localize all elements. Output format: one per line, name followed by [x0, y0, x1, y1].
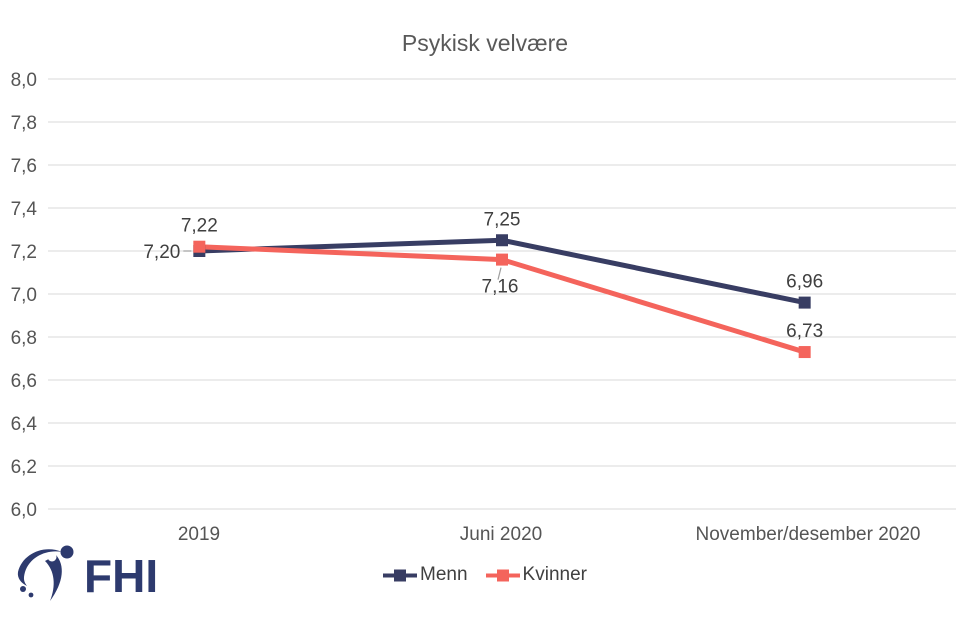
data-label-menn-2: 6,96: [786, 272, 823, 293]
x-axis-label-november-desember-2020: November/desember 2020: [695, 524, 921, 545]
label-leader-line: [497, 267, 502, 280]
legend: Menn Kvinner: [0, 564, 970, 586]
data-label-menn-0: 7,20: [143, 242, 180, 263]
legend-label: Kvinner: [522, 564, 587, 585]
y-axis-tick-label: 6,8: [11, 328, 37, 349]
logo-head-dot: [60, 545, 74, 559]
y-axis-tick-label: 8,0: [11, 70, 37, 91]
legend-item-menn: Menn: [383, 564, 468, 586]
fhi-logo: FHI: [14, 544, 158, 608]
y-axis-tick-label: 6,4: [11, 414, 38, 435]
data-point-menn-2: [798, 296, 811, 309]
logo-small-dot: [20, 586, 26, 592]
data-point-kvinner-0: [193, 240, 206, 253]
y-axis-tick-label: 7,4: [11, 199, 38, 220]
fhi-logo-text: FHI: [84, 550, 159, 602]
data-label-kvinner-1: 7,16: [482, 277, 519, 298]
y-axis-tick-label: 6,2: [11, 457, 37, 478]
x-axis-label-juni-2020: Juni 2020: [459, 524, 543, 545]
legend-marker: [485, 569, 520, 581]
y-axis-tick-label: 6,6: [11, 371, 37, 392]
x-axis-labels: 2019 Juni 2020 November/desember 2020: [0, 524, 970, 550]
data-point-menn-1: [496, 234, 508, 247]
data-label-menn-1: 7,25: [484, 209, 521, 230]
y-axis-tick-label: 7,8: [11, 113, 37, 134]
data-point-kvinner-1: [496, 253, 508, 266]
data-point-kvinner-2: [798, 346, 811, 359]
legend-label: Menn: [420, 564, 468, 585]
data-label-kvinner-2: 6,73: [786, 321, 823, 342]
logo-small-dot: [28, 592, 34, 598]
chart-title: Psykisk velvære: [401, 30, 569, 56]
fhi-logo-mark: [17, 545, 74, 601]
data-label-kvinner-0: 7,22: [181, 216, 218, 237]
logo-white-dot: [47, 552, 57, 562]
legend-item-kvinner: Kvinner: [485, 564, 587, 586]
x-axis-label-2019: 2019: [177, 524, 221, 545]
y-axis-tick-label: 6,0: [11, 500, 37, 521]
legend-marker: [383, 569, 418, 581]
y-axis-tick-label: 7,2: [11, 242, 37, 263]
y-axis-tick-label: 7,0: [11, 285, 37, 306]
y-axis-tick-label: 7,6: [11, 156, 37, 177]
